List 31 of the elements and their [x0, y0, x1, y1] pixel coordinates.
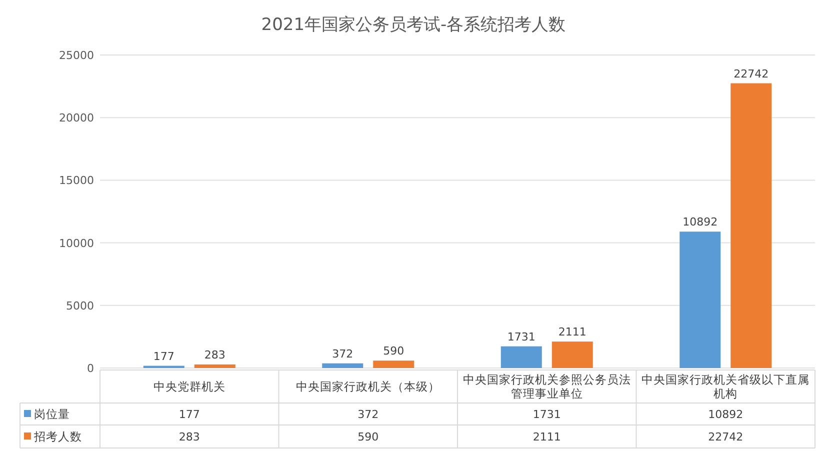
table-value: 1731 — [532, 408, 561, 421]
category: 中央国家行政机关参照公务员法 — [462, 372, 631, 386]
data-label: 372 — [332, 347, 354, 360]
data-label: 177 — [153, 350, 174, 363]
table-value: 22742 — [708, 430, 744, 444]
ytick: 25000 — [59, 49, 94, 62]
table-value: 283 — [178, 430, 200, 444]
ytick: 15000 — [59, 174, 94, 188]
data-label: 22742 — [734, 67, 769, 80]
data-label: 283 — [204, 348, 226, 362]
ytick: 10000 — [59, 236, 94, 250]
ytick: 20000 — [59, 112, 94, 125]
category: 机构 — [714, 386, 738, 400]
table-value: 10892 — [708, 408, 744, 421]
table-value: 2111 — [532, 430, 561, 444]
data-label: 590 — [383, 344, 404, 358]
category: 中央国家行政机关（本级） — [296, 380, 440, 394]
table-value: 590 — [358, 430, 379, 444]
ytick: 0 — [87, 362, 94, 375]
legend-label: 岗位量 — [34, 407, 70, 421]
category: 中央国家行政机关省级以下直属 — [642, 372, 810, 386]
legend-label: 招考人数 — [34, 430, 82, 444]
data-label: 2111 — [558, 326, 586, 339]
data-label: 10892 — [682, 216, 718, 229]
category: 管理事业单位 — [510, 386, 583, 400]
table-value: 372 — [358, 408, 379, 421]
category: 中央党群机关 — [153, 380, 226, 394]
ytick: 5000 — [66, 299, 94, 312]
table-value: 177 — [178, 408, 200, 421]
title: 2021年国家公务员考试-各系统招考人数 — [261, 15, 566, 35]
data-label: 1731 — [507, 330, 536, 344]
